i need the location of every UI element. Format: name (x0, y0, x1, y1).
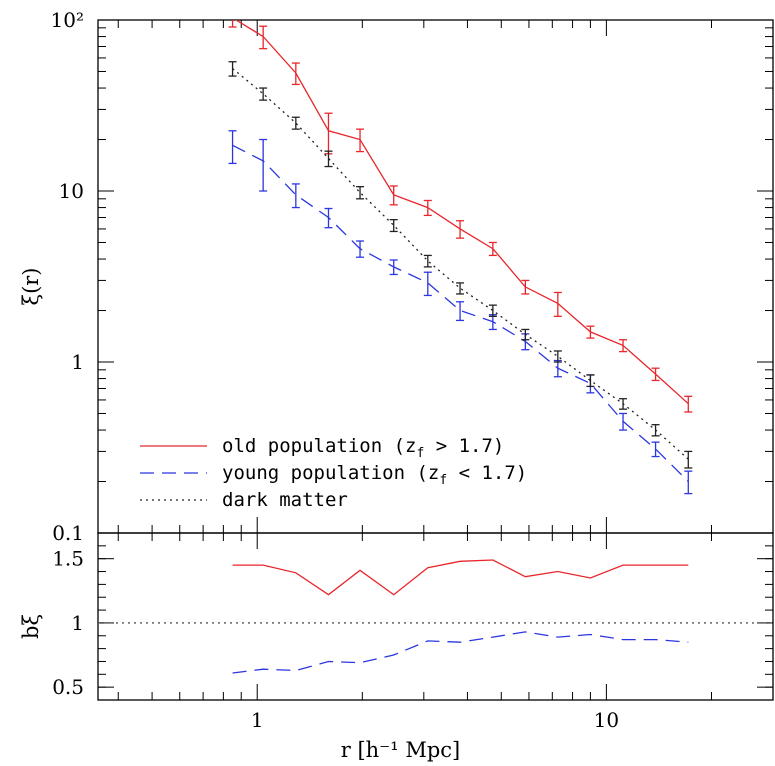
bottom-panel: 1 10 0.5 1 1.5 (52, 532, 774, 732)
legend: old population (zf > 1.7)young populatio… (140, 435, 527, 511)
bias-series-line (232, 559, 689, 596)
bottom-frame (97, 532, 774, 701)
legend-label: dark matter (222, 489, 348, 511)
y-axis-label-bottom: bξ (19, 614, 43, 639)
y-tick-label: 1 (71, 611, 84, 635)
y-tick-label: 10² (51, 8, 84, 32)
top-panel: 0.1 1 10 10² (51, 8, 774, 545)
series-line (232, 68, 689, 460)
series-line (234, 20, 689, 405)
x-tick-label: 10 (594, 708, 619, 732)
y-tick-label: 0.1 (52, 521, 84, 545)
legend-label: old population (zf > 1.7) (222, 435, 504, 461)
series-line (232, 144, 689, 482)
y-tick-label: 10 (59, 179, 84, 203)
y-tick-label: 0.5 (52, 675, 84, 699)
y-tick-label: 1 (71, 350, 84, 374)
y-tick-label: 1.5 (52, 547, 84, 571)
legend-label: young population (zf < 1.7) (222, 462, 527, 488)
x-tick-label: 1 (251, 708, 264, 732)
bias-series-line (232, 631, 689, 674)
y-axis-label-top: ξ(r) (19, 268, 43, 306)
x-axis-label: r [h⁻¹ Mpc] (341, 738, 461, 762)
